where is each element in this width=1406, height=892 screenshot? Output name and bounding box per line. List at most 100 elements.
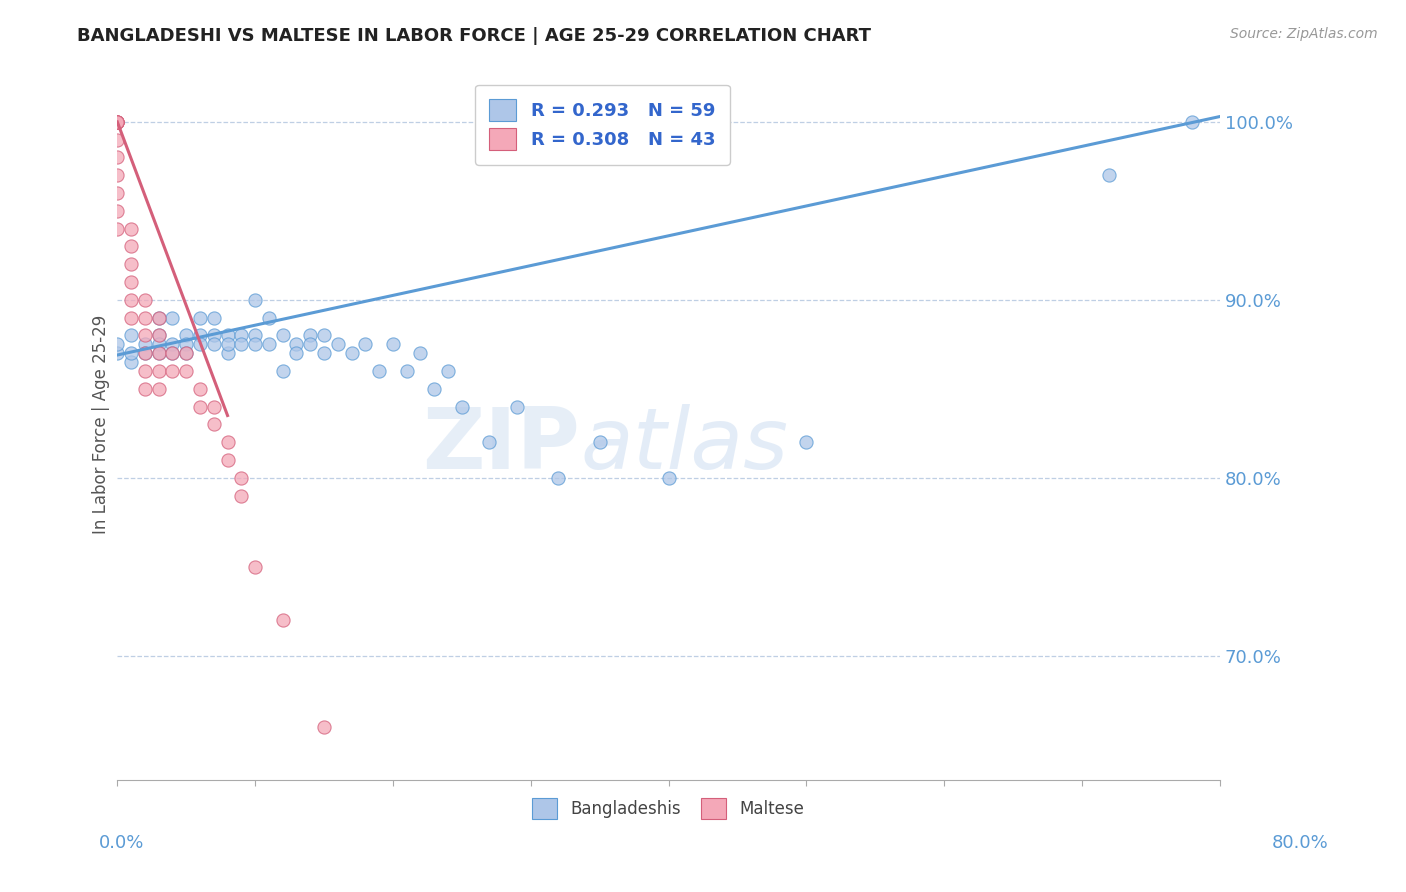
Point <box>162 364 184 378</box>
Point <box>148 337 170 351</box>
Point <box>148 328 170 343</box>
Point <box>231 337 253 351</box>
Point <box>105 221 128 235</box>
Point <box>105 115 128 129</box>
Point <box>174 364 197 378</box>
Point <box>134 293 156 307</box>
Point <box>506 400 529 414</box>
Point <box>547 471 569 485</box>
Point <box>148 310 170 325</box>
Point <box>271 364 294 378</box>
Point <box>105 169 128 183</box>
Point <box>120 221 142 235</box>
Point <box>105 346 128 360</box>
Point <box>231 471 253 485</box>
Point <box>148 346 170 360</box>
Point <box>148 310 170 325</box>
Point <box>120 239 142 253</box>
Point <box>312 346 335 360</box>
Point <box>120 310 142 325</box>
Point <box>148 364 170 378</box>
Point <box>105 186 128 200</box>
Point <box>217 328 239 343</box>
Point <box>134 346 156 360</box>
Point <box>437 364 460 378</box>
Point <box>134 364 156 378</box>
Point <box>657 471 679 485</box>
Point <box>105 203 128 218</box>
Point <box>120 257 142 271</box>
Point <box>105 337 128 351</box>
Point <box>257 337 280 351</box>
Point <box>243 559 266 574</box>
Point <box>217 337 239 351</box>
Text: 0.0%: 0.0% <box>98 834 143 852</box>
Point <box>231 328 253 343</box>
Point <box>312 720 335 734</box>
Point <box>381 337 404 351</box>
Point <box>257 310 280 325</box>
Point <box>202 337 225 351</box>
Point <box>217 435 239 450</box>
Point <box>120 346 142 360</box>
Point <box>134 382 156 396</box>
Point <box>202 310 225 325</box>
Text: Source: ZipAtlas.com: Source: ZipAtlas.com <box>1230 27 1378 41</box>
Point <box>105 115 128 129</box>
Point <box>134 346 156 360</box>
Point <box>588 435 610 450</box>
Point <box>188 400 211 414</box>
Point <box>162 310 184 325</box>
Point <box>134 337 156 351</box>
Point <box>243 328 266 343</box>
Point <box>285 337 308 351</box>
Point <box>243 293 266 307</box>
Point <box>134 328 156 343</box>
Point <box>120 293 142 307</box>
Point <box>312 328 335 343</box>
Point <box>148 346 170 360</box>
Point <box>217 453 239 467</box>
Point <box>188 328 211 343</box>
Point <box>794 435 817 450</box>
Point <box>162 346 184 360</box>
Point <box>395 364 418 378</box>
Point <box>105 115 128 129</box>
Text: ZIP: ZIP <box>423 404 581 487</box>
Point <box>105 133 128 147</box>
Point <box>174 328 197 343</box>
Point <box>120 355 142 369</box>
Point <box>1181 115 1204 129</box>
Point <box>299 328 322 343</box>
Point <box>1098 169 1121 183</box>
Point <box>368 364 391 378</box>
Point <box>148 382 170 396</box>
Point <box>162 346 184 360</box>
Point <box>174 337 197 351</box>
Point <box>188 382 211 396</box>
Point <box>174 346 197 360</box>
Point <box>105 115 128 129</box>
Legend: Bangladeshis, Maltese: Bangladeshis, Maltese <box>526 792 811 825</box>
Point <box>148 328 170 343</box>
Point <box>271 328 294 343</box>
Text: atlas: atlas <box>581 404 789 487</box>
Point <box>134 310 156 325</box>
Point <box>202 400 225 414</box>
Point <box>354 337 377 351</box>
Point <box>188 337 211 351</box>
Point <box>450 400 472 414</box>
Point <box>243 337 266 351</box>
Point <box>285 346 308 360</box>
Point <box>174 346 197 360</box>
Point <box>202 417 225 432</box>
Point <box>105 115 128 129</box>
Point <box>120 275 142 289</box>
Y-axis label: In Labor Force | Age 25-29: In Labor Force | Age 25-29 <box>93 315 110 534</box>
Point <box>120 328 142 343</box>
Point <box>217 346 239 360</box>
Point <box>478 435 501 450</box>
Point <box>188 310 211 325</box>
Point <box>105 151 128 165</box>
Text: 80.0%: 80.0% <box>1272 834 1329 852</box>
